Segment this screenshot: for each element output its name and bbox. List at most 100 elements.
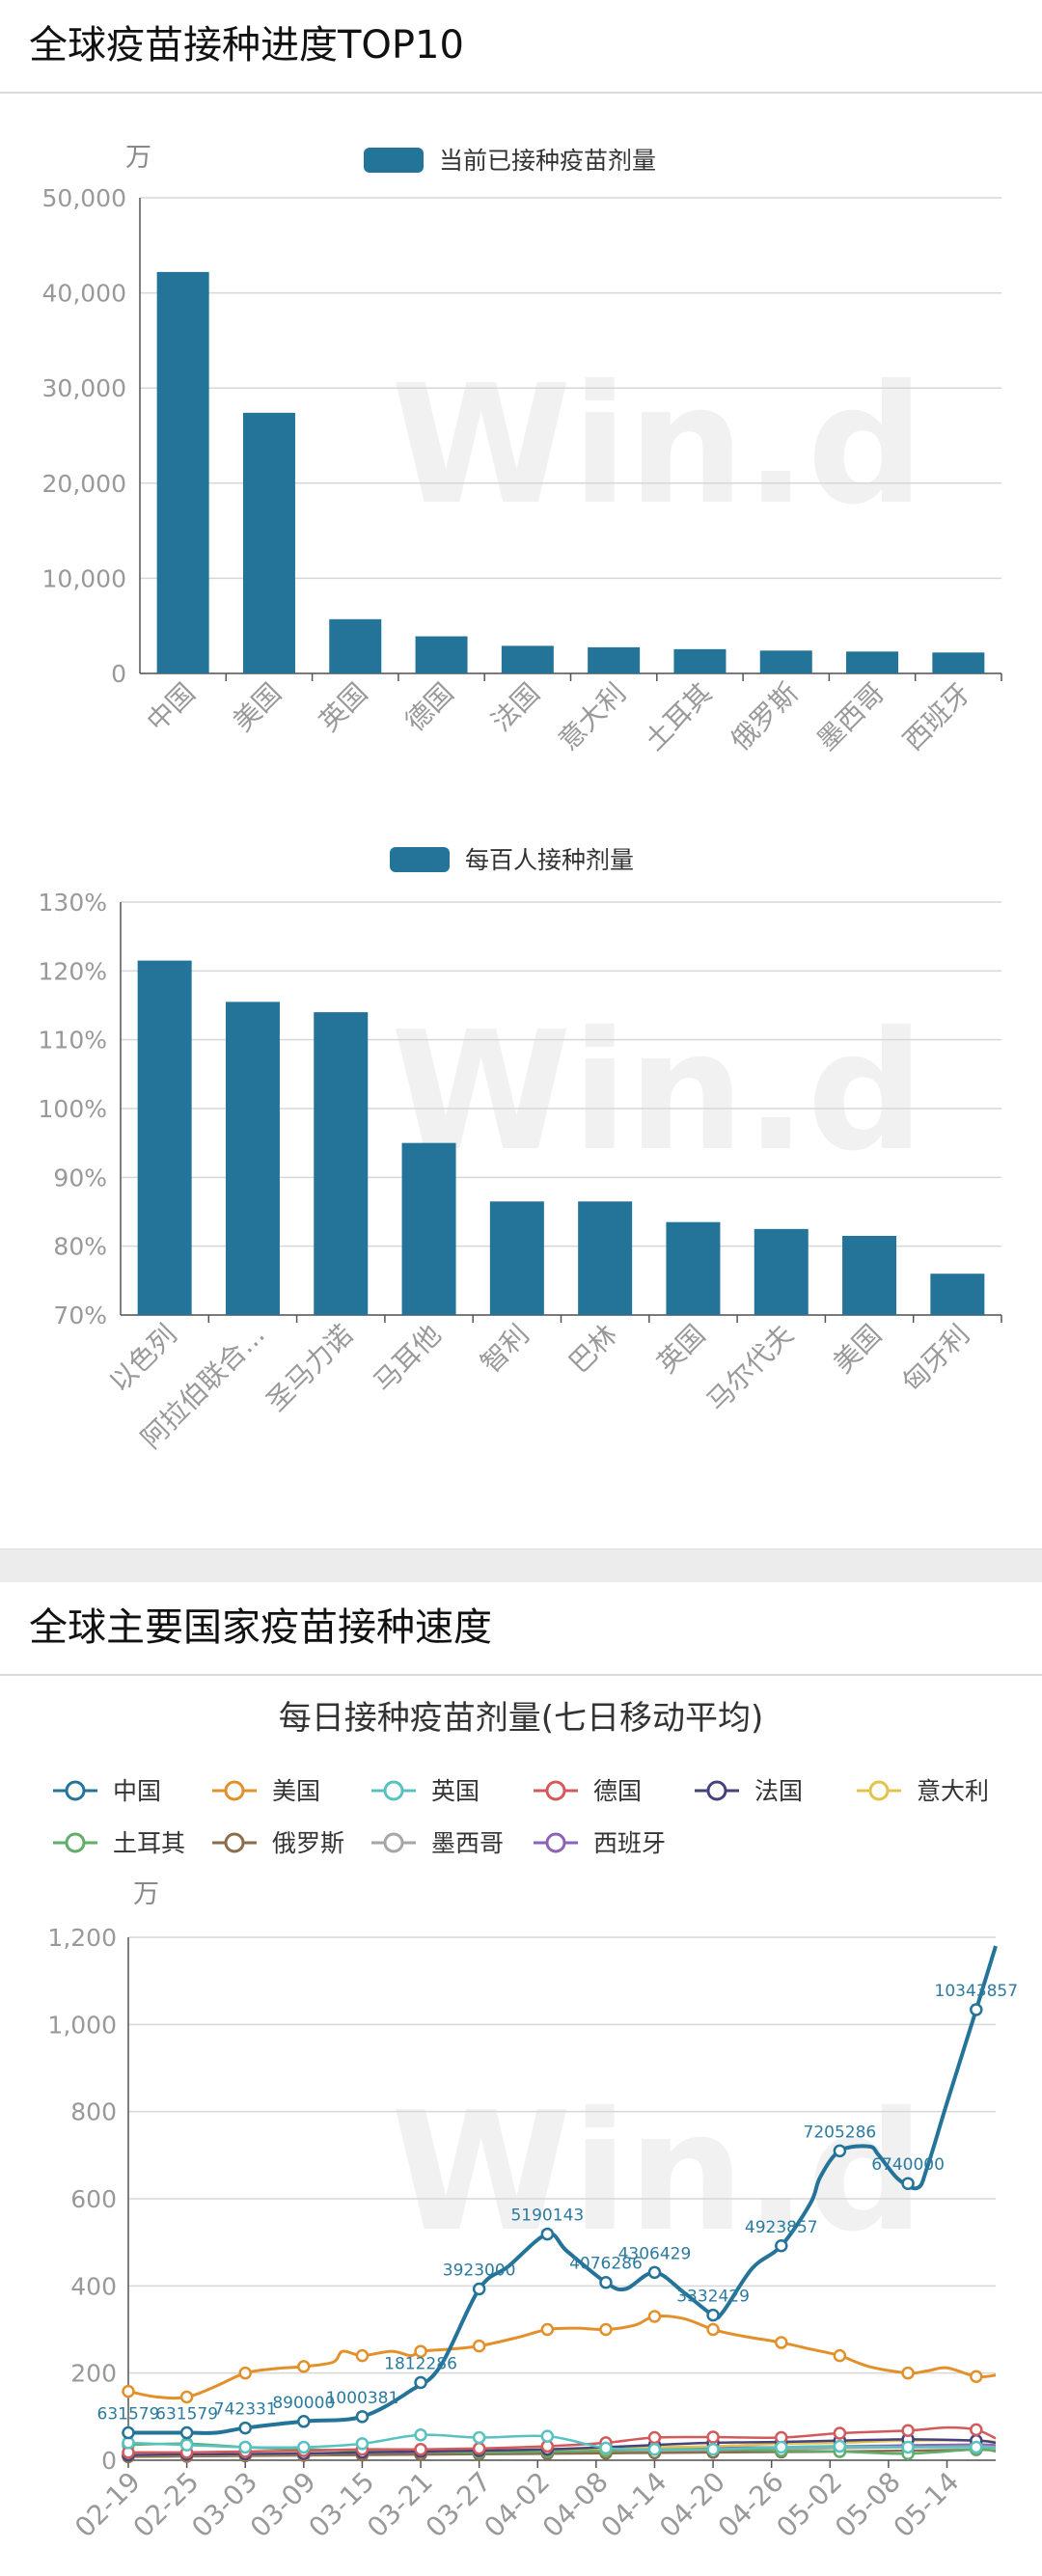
series-marker	[297, 2440, 311, 2454]
y-tick-label: 50,000	[42, 184, 126, 212]
data-label: 3923000	[443, 2261, 516, 2280]
y-tick-label: 20,000	[42, 470, 126, 498]
data-label: 3332429	[676, 2288, 750, 2307]
series-marker	[472, 2442, 486, 2455]
x-tick-label: 英国	[313, 677, 373, 738]
series-marker	[472, 2339, 486, 2353]
series-marker	[901, 2424, 915, 2438]
legend-label: 法国	[754, 1777, 803, 1805]
legend-label: 墨西哥	[431, 1829, 504, 1857]
bar	[137, 960, 192, 1315]
legend-label: 土耳其	[113, 1829, 185, 1857]
legend-marker	[224, 1832, 245, 1853]
series-marker	[179, 2390, 194, 2404]
series-marker	[970, 2003, 983, 2016]
legend-swatch	[364, 148, 424, 173]
legend-marker	[706, 1780, 727, 1801]
bar	[415, 636, 468, 673]
data-label: 631579	[155, 2405, 218, 2425]
legend-marker	[868, 1780, 890, 1801]
y-axis-unit: 万	[125, 143, 151, 173]
bar	[930, 1274, 985, 1315]
data-label: 890000	[272, 2394, 335, 2413]
series-marker	[775, 2336, 788, 2349]
data-label: 631579	[97, 2405, 160, 2425]
x-tick-label: 美国	[227, 677, 288, 738]
series-marker	[599, 2441, 613, 2455]
x-tick-label: 巴林	[562, 1319, 623, 1380]
x-tick-label: 墨西哥	[810, 677, 891, 757]
x-tick-label: 04-02	[478, 2466, 556, 2544]
x-tick-label: 03-03	[185, 2466, 263, 2544]
series-marker	[238, 2366, 252, 2380]
y-tick-label: 110%	[39, 1027, 107, 1055]
legend-label: 俄罗斯	[272, 1829, 344, 1857]
series-marker	[297, 2360, 311, 2373]
legend-label: 英国	[431, 1777, 480, 1805]
y-tick-label: 120%	[39, 957, 107, 985]
data-label: 10343857	[935, 1982, 1019, 2001]
x-tick-label: 03-27	[420, 2466, 498, 2544]
series-marker	[599, 2275, 613, 2289]
series-marker	[540, 2227, 555, 2241]
x-tick-label: 法国	[485, 677, 546, 738]
y-tick-label: 70%	[53, 1302, 107, 1329]
bar	[754, 1228, 809, 1315]
series-marker	[775, 2239, 788, 2253]
x-tick-label: 圣马力诺	[260, 1319, 360, 1418]
series-line	[127, 2438, 997, 2456]
legend-label: 中国	[113, 1777, 161, 1805]
series-marker	[414, 2344, 427, 2358]
series-marker	[706, 2442, 720, 2456]
bar	[666, 1221, 721, 1315]
series-marker	[970, 2440, 983, 2454]
series-marker	[833, 2439, 847, 2453]
series-marker	[647, 2430, 662, 2445]
y-tick-label: 0	[101, 2447, 117, 2475]
series-marker	[833, 2348, 847, 2363]
data-label: 7205286	[804, 2123, 877, 2142]
series-marker	[355, 2348, 370, 2363]
x-tick-label: 意大利	[552, 677, 632, 757]
series-marker	[901, 2366, 915, 2380]
watermark: Win.d	[391, 2077, 924, 2268]
data-label: 742331	[214, 2400, 277, 2420]
x-tick-label: 04-08	[536, 2466, 615, 2544]
y-tick-label: 130%	[39, 889, 107, 917]
data-label: 5190143	[510, 2206, 584, 2226]
bar	[578, 1201, 633, 1315]
y-tick-label: 600	[70, 2185, 117, 2213]
series-marker	[540, 2429, 555, 2443]
x-tick-label: 04-14	[595, 2466, 673, 2544]
series-marker	[833, 2426, 847, 2440]
bar	[401, 1142, 456, 1315]
bar	[329, 618, 382, 673]
series-marker	[901, 2440, 915, 2454]
legend-marker	[65, 1832, 86, 1853]
x-tick-label: 03-15	[303, 2466, 381, 2544]
bar	[759, 650, 812, 673]
x-tick-label: 以色列	[103, 1319, 183, 1399]
series-marker	[970, 2423, 983, 2437]
y-tick-label: 30,000	[42, 374, 126, 402]
y-tick-label: 10,000	[42, 564, 126, 592]
series-marker	[833, 2144, 847, 2158]
series-marker	[706, 2308, 720, 2322]
series-marker	[238, 2440, 252, 2454]
series-marker	[970, 2370, 983, 2384]
x-tick-label: 03-21	[361, 2466, 439, 2544]
legend-marker	[545, 1780, 566, 1801]
series-marker	[901, 2177, 915, 2190]
section-title-speed: 全球主要国家疫苗接种速度	[29, 1605, 492, 1650]
y-tick-label: 90%	[53, 1164, 107, 1192]
series-marker	[414, 2375, 427, 2390]
bar	[156, 271, 209, 673]
data-label: 4306429	[618, 2244, 692, 2263]
legend-marker	[383, 1780, 404, 1801]
x-tick-label: 05-02	[770, 2466, 848, 2544]
series-marker	[122, 2384, 135, 2398]
legend-swatch	[390, 847, 450, 872]
bar-chart-doses-per-hundred: Win.d70%80%90%100%110%120%130%以色列阿拉伯联合..…	[39, 846, 1002, 1455]
series-marker	[540, 2322, 555, 2337]
watermark: Win.d	[391, 997, 924, 1188]
